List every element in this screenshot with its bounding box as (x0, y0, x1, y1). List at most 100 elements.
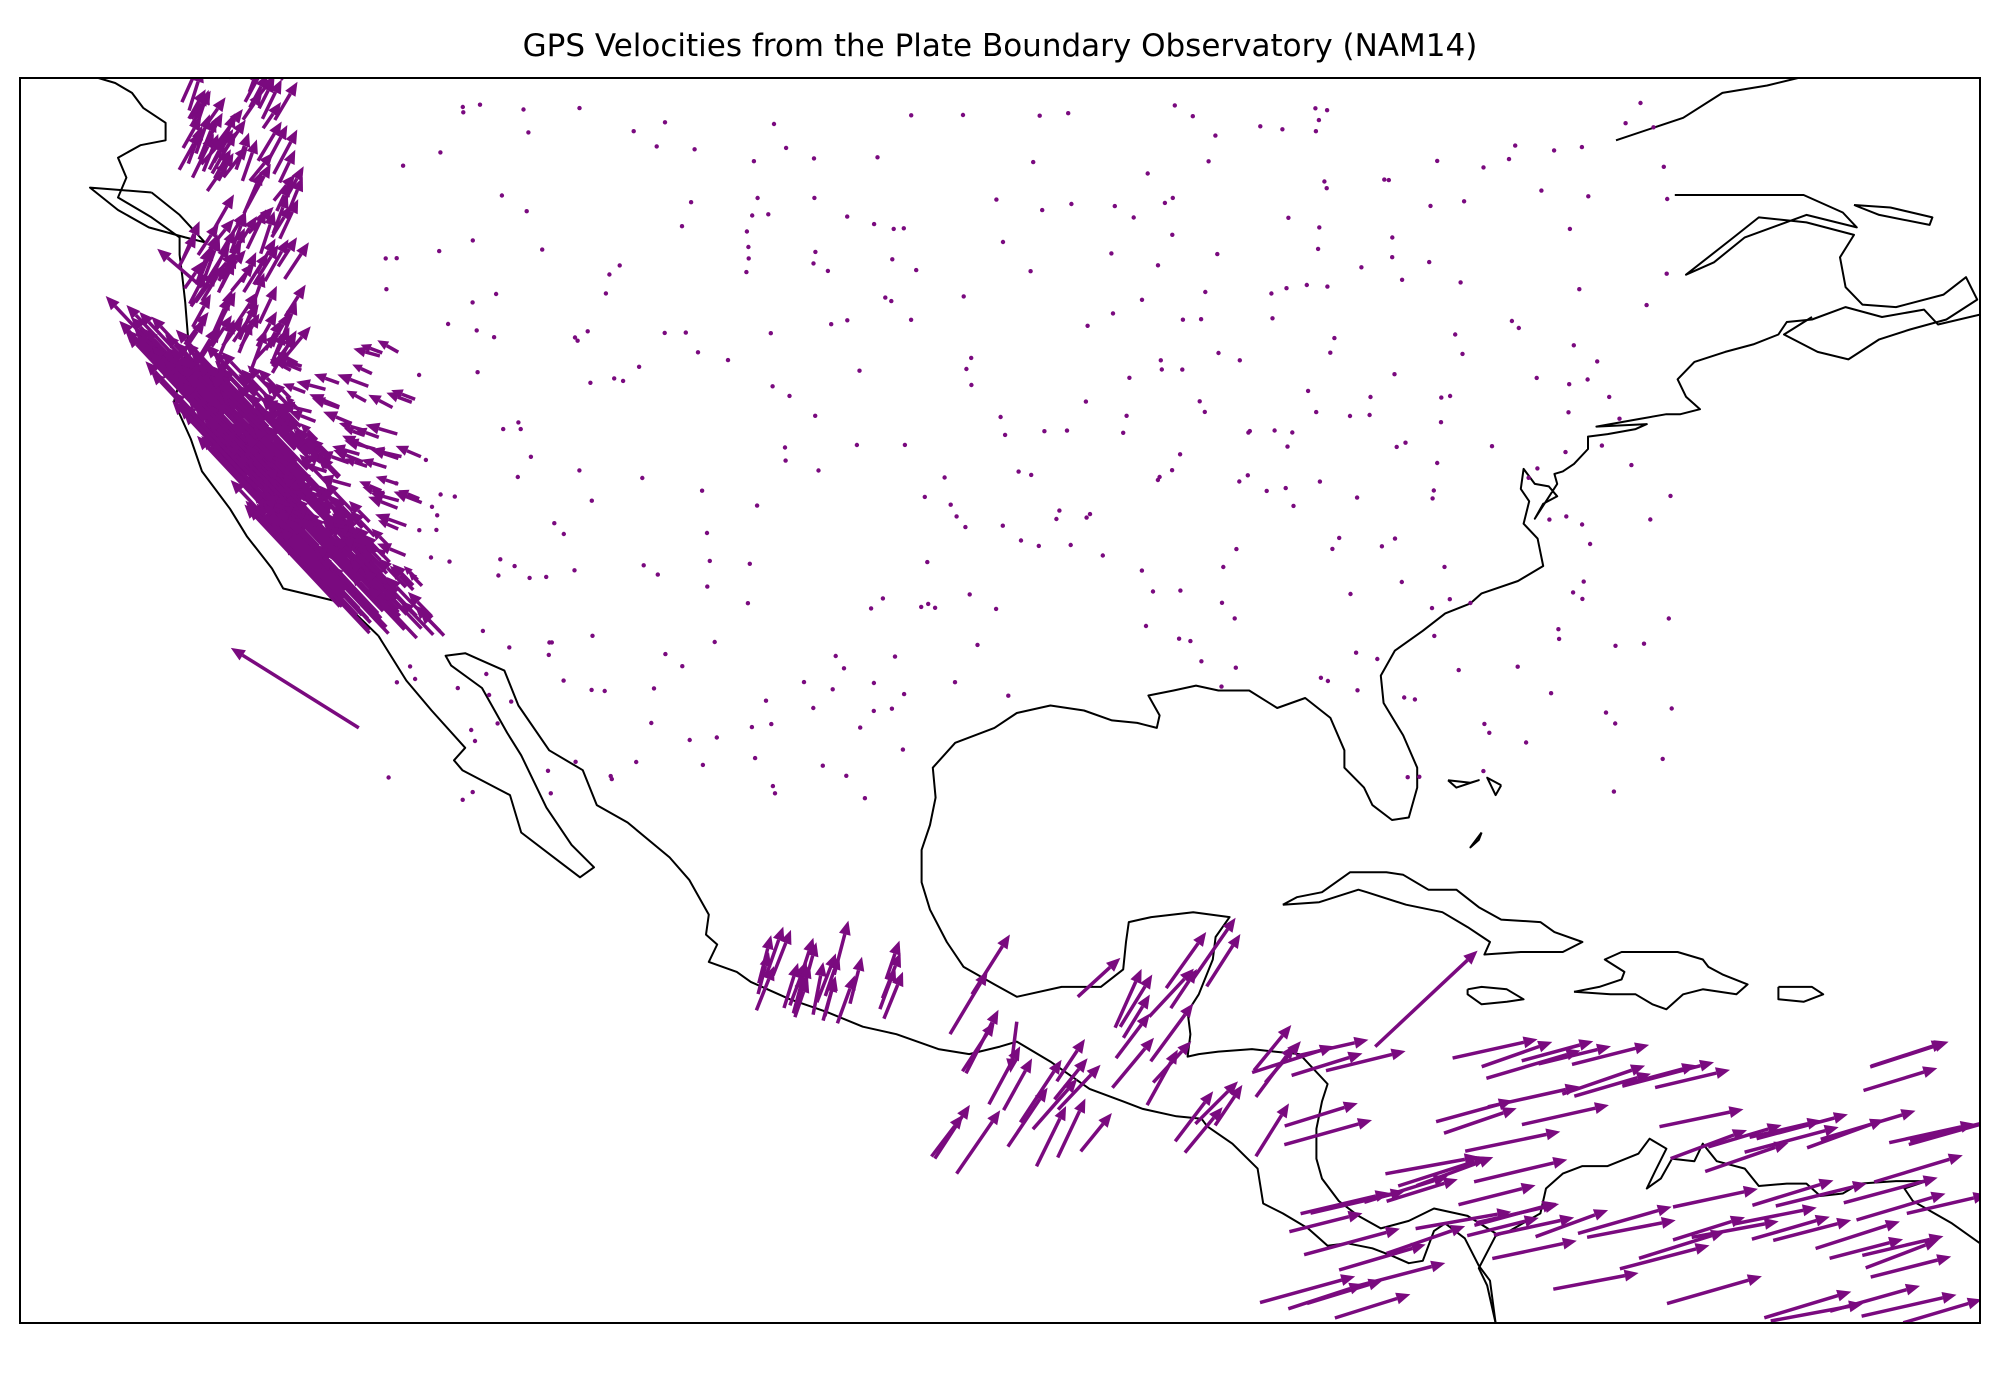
velocity-vector (1109, 251, 1113, 255)
velocity-vector (901, 747, 905, 751)
velocity-vector (812, 196, 816, 200)
velocity-vector (1113, 204, 1117, 208)
velocity-vector (1191, 114, 1195, 118)
velocity-vector-layer (106, 43, 2000, 1323)
velocity-vector (413, 677, 417, 681)
velocity-vector (561, 678, 565, 682)
velocity-vector (509, 699, 513, 703)
velocity-vector (889, 299, 893, 303)
velocity-vector (1328, 351, 1332, 355)
velocity-vector (481, 629, 485, 633)
velocity-vector (1516, 665, 1520, 669)
velocity-vector (1432, 488, 1436, 492)
velocity-vector (656, 572, 660, 576)
velocity-vector (1001, 240, 1005, 244)
velocity-vector (1254, 1025, 1291, 1071)
velocity-vector (1458, 280, 1462, 284)
velocity-vector (1348, 592, 1352, 596)
velocity-vector (813, 962, 826, 1015)
velocity-vector (1284, 286, 1288, 290)
velocity-vector (1380, 544, 1384, 548)
velocity-vector (1325, 186, 1329, 190)
velocity-vector (1566, 410, 1570, 414)
velocity-vector (783, 458, 787, 462)
velocity-vector (1081, 1113, 1112, 1151)
velocity-vector (769, 331, 773, 335)
velocity-vector (701, 763, 705, 767)
velocity-vector (337, 374, 368, 386)
velocity-vector (1580, 145, 1584, 149)
velocity-vector (1006, 694, 1010, 698)
velocity-vector (478, 103, 482, 107)
velocity-vector (1367, 413, 1371, 417)
velocity-vector (705, 584, 709, 588)
velocity-vector (787, 394, 791, 398)
velocity-vector (755, 503, 759, 507)
velocity-vector (962, 294, 966, 298)
velocity-vector (1667, 1274, 1762, 1303)
velocity-vector (507, 645, 511, 649)
velocity-vector (395, 680, 399, 684)
velocity-vector (1144, 624, 1148, 628)
velocity-vector (473, 739, 477, 743)
velocity-vector (1322, 179, 1326, 183)
velocity-vector (1313, 106, 1317, 110)
velocity-vector (1507, 157, 1511, 161)
velocity-vector (1246, 430, 1250, 434)
velocity-vector (954, 514, 958, 518)
velocity-vector (352, 365, 372, 374)
velocity-vector (475, 370, 479, 374)
velocity-vector (1903, 1298, 1982, 1323)
velocity-vector (323, 411, 352, 423)
velocity-vector (755, 196, 759, 200)
velocity-vector (1206, 159, 1210, 163)
velocity-vector (1390, 255, 1394, 259)
velocity-vector (1553, 1270, 1638, 1290)
velocity-vector (1170, 468, 1174, 472)
velocity-vector (487, 693, 491, 697)
velocity-vector (577, 106, 581, 110)
velocity-vector (1156, 263, 1160, 267)
velocity-vector (368, 395, 392, 408)
velocity-vector (1140, 568, 1144, 572)
velocity-vector (456, 686, 460, 690)
velocity-vector (845, 214, 849, 218)
velocity-vector (834, 654, 838, 658)
velocity-vector (1910, 1115, 2000, 1141)
velocity-vector (753, 756, 757, 760)
velocity-vector (994, 607, 998, 611)
velocity-vector (471, 238, 475, 242)
velocity-vector (745, 229, 749, 233)
velocity-vector (1448, 597, 1452, 601)
velocity-vector (1620, 1243, 1710, 1269)
velocity-vector (1290, 430, 1294, 434)
velocity-vector (1065, 428, 1069, 432)
velocity-vector (1462, 199, 1466, 203)
velocity-vector (588, 381, 592, 385)
velocity-vector (963, 1022, 995, 1071)
velocity-vector (968, 592, 972, 596)
velocity-vector (909, 113, 913, 117)
velocity-vector (1428, 204, 1432, 208)
velocity-vector (1535, 466, 1539, 470)
velocity-vector (1607, 395, 1611, 399)
velocity-vector (384, 256, 388, 260)
velocity-vector (376, 476, 399, 485)
velocity-vector (589, 688, 593, 692)
velocity-vector (994, 197, 998, 201)
velocity-vector (892, 227, 896, 231)
velocity-vector (1199, 317, 1203, 321)
velocity-vector (1629, 463, 1633, 467)
velocity-vector (771, 784, 775, 788)
velocity-vector (547, 653, 551, 657)
velocity-vector (1435, 461, 1439, 465)
velocity-vector (1069, 202, 1073, 206)
velocity-vector (586, 329, 590, 333)
velocity-vector (1088, 512, 1092, 516)
velocity-vector (1332, 336, 1336, 340)
velocity-vector (684, 330, 688, 334)
velocity-vector (829, 322, 833, 326)
velocity-vector (872, 222, 876, 226)
velocity-vector (655, 144, 659, 148)
velocity-vector (1552, 148, 1556, 152)
